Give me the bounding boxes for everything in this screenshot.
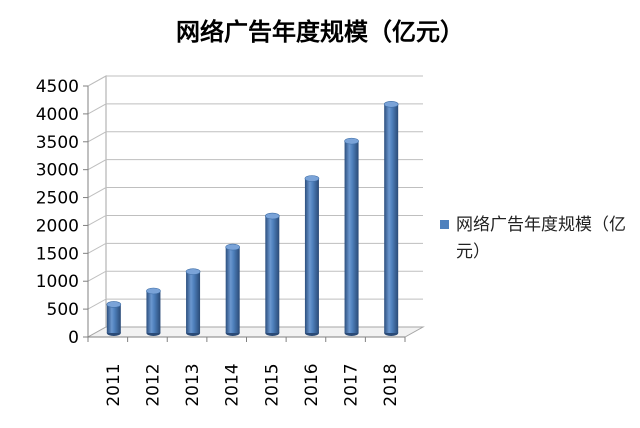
y-tick-label: 2000 [36,216,79,236]
side-wall [87,75,107,338]
gridline [87,214,423,226]
bar [344,137,359,336]
x-tick-label: 2012 [143,363,163,406]
y-tick-label: 3000 [36,161,79,181]
bar [106,301,122,336]
legend-label: 网络广告年度规模（亿元） [456,215,626,262]
y-tick-label: 1500 [36,244,79,264]
y-tick-label: 1000 [36,272,79,292]
x-tick-label: 2011 [104,363,124,406]
chart-floor [86,326,425,338]
x-tick-label: 2017 [342,363,362,406]
y-tick-label: 2500 [36,189,79,209]
bar [146,287,161,336]
y-tick-label: 4000 [36,105,79,125]
y-tick-label: 500 [47,300,79,320]
gridline [87,187,423,198]
y-tick-label: 0 [68,328,79,348]
y-tick-label: 3500 [36,133,79,153]
bar [383,101,399,336]
y-tick-label: 4500 [36,77,79,97]
gridline [87,298,423,310]
x-tick-label: 2014 [223,363,243,406]
gridline [87,270,423,282]
gridline [87,242,423,254]
gridline [87,159,423,171]
bar [185,268,201,336]
legend-swatch [440,220,449,229]
x-tick-label: 2016 [302,363,322,406]
chart-title: 网络广告年度规模（亿元） [176,17,464,46]
x-tick-label: 2018 [381,363,401,406]
gridline [87,75,423,87]
bar [225,243,240,336]
bar [265,212,280,336]
gridline [87,131,423,143]
x-tick-label: 2013 [183,363,203,406]
x-tick-label: 2015 [262,363,282,406]
bar [304,175,320,336]
gridline [87,103,423,115]
